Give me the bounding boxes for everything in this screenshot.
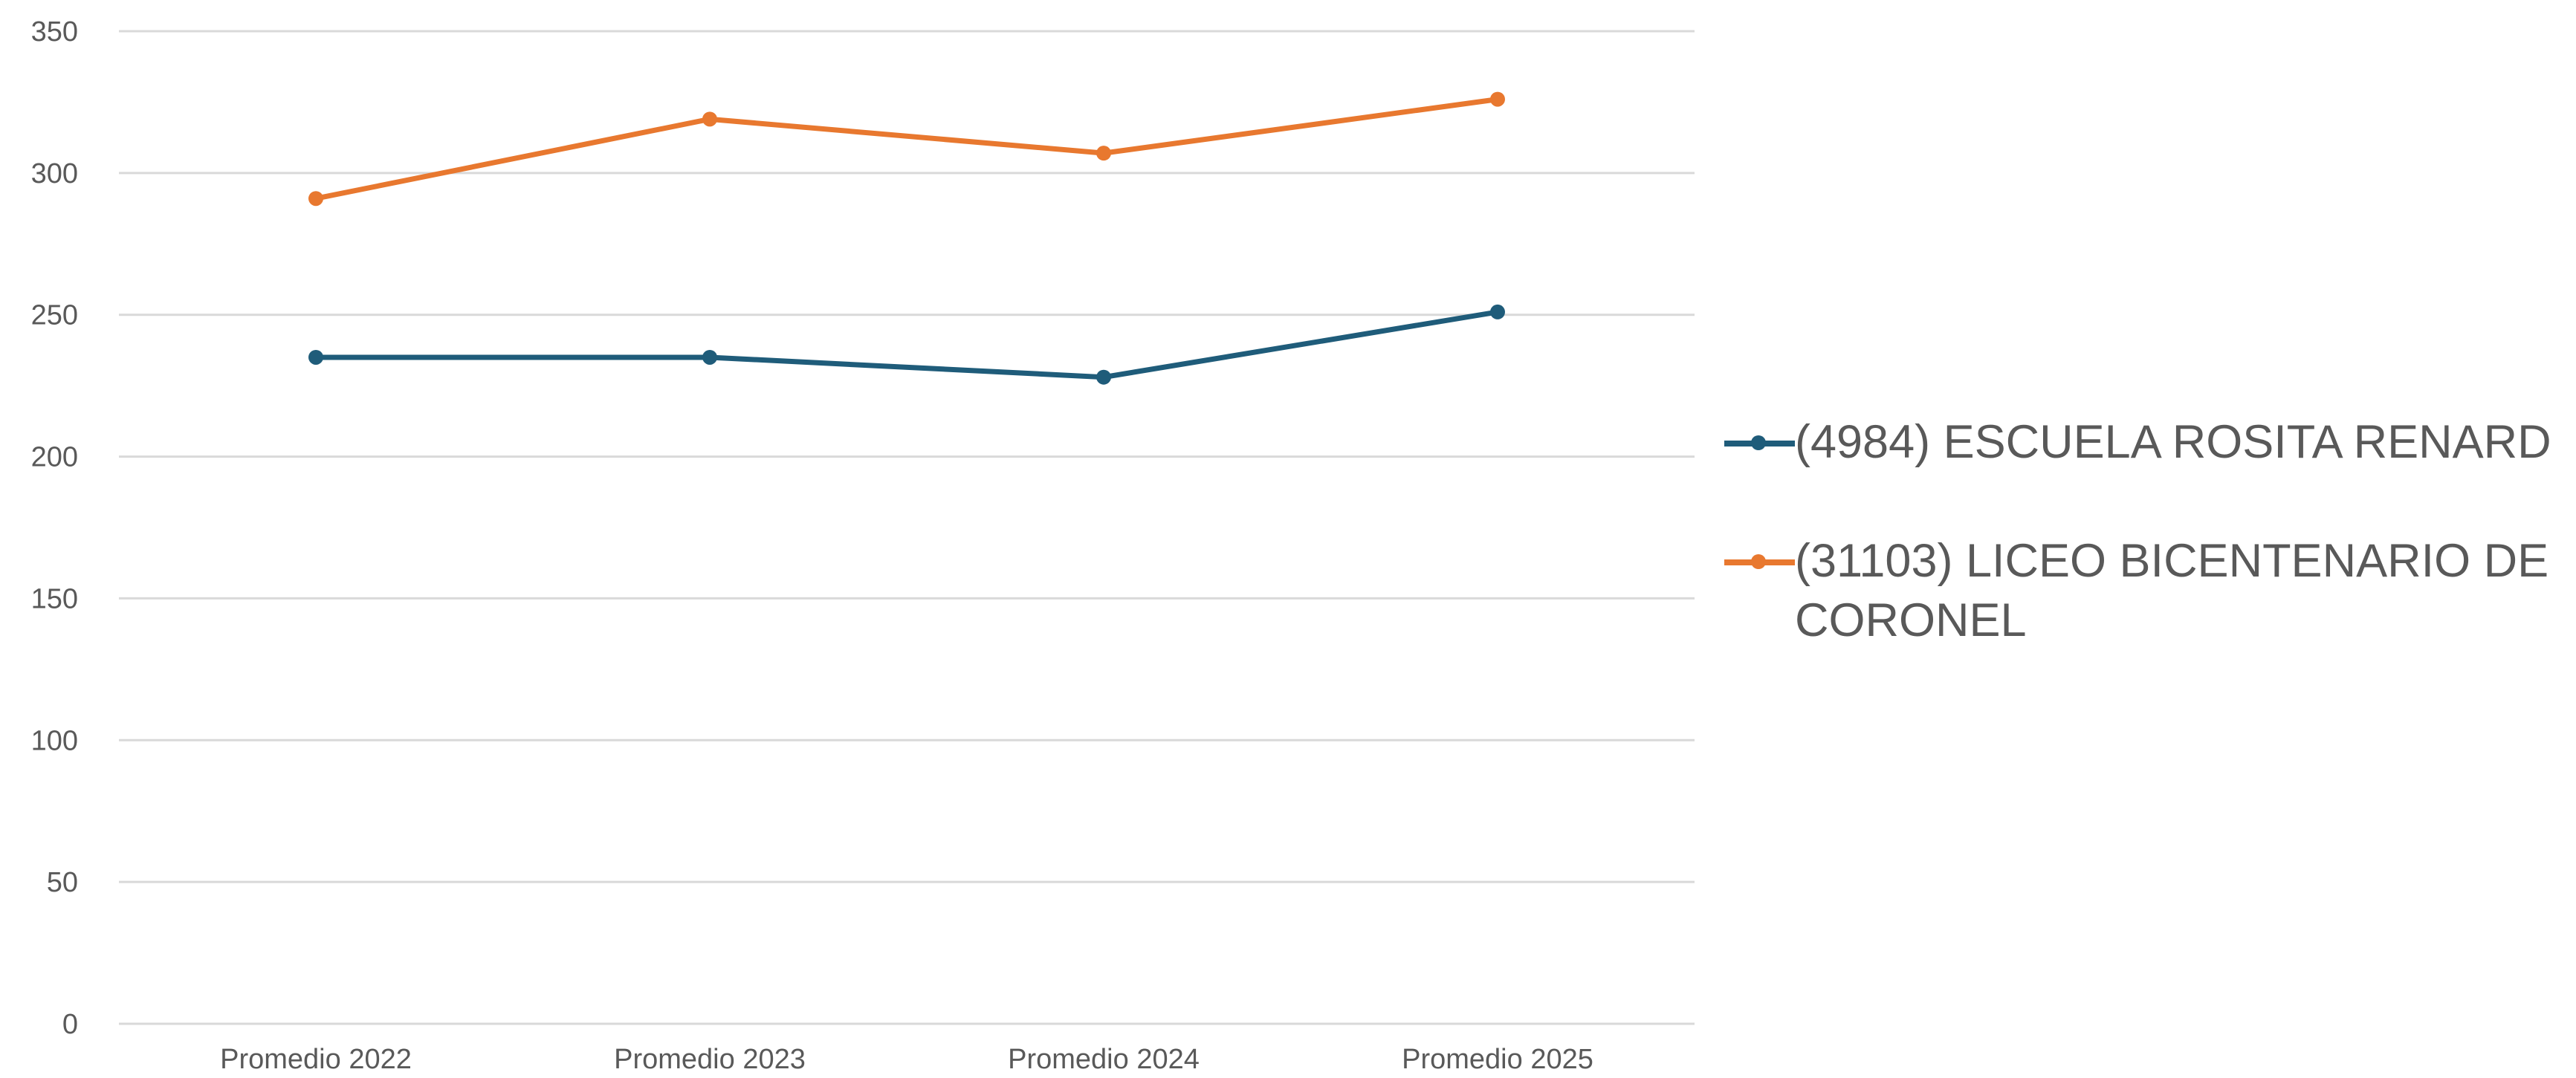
x-tick-label: Promedio 2023 — [614, 1044, 806, 1075]
legend: (4984) ESCUELA ROSITA RENARD (31103) LIC… — [1724, 412, 2572, 710]
data-point — [1490, 304, 1505, 319]
y-axis-ticks: 0 50 100 150 200 250 300 350 — [31, 16, 78, 1040]
y-tick-label: 100 — [31, 725, 78, 756]
data-point — [1096, 146, 1111, 161]
data-point — [308, 349, 323, 365]
series-lines — [308, 91, 1505, 385]
legend-marker-series-2 — [1724, 554, 1795, 569]
x-tick-label: Promedio 2024 — [1008, 1044, 1200, 1075]
data-point — [702, 349, 717, 365]
legend-marker-series-1 — [1724, 435, 1795, 450]
data-point — [308, 191, 323, 207]
data-point — [1490, 91, 1505, 107]
x-axis-ticks: Promedio 2022 Promedio 2023 Promedio 2024 P… — [220, 1044, 1593, 1075]
legend-item-series-2: (31103) LICEO BICENTENARIO DE CORONEL — [1724, 531, 2572, 650]
data-point — [702, 111, 717, 127]
series-line — [313, 97, 1501, 201]
y-tick-label: 350 — [31, 16, 78, 48]
y-tick-label: 50 — [47, 867, 78, 898]
y-tick-label: 300 — [31, 158, 78, 189]
x-tick-label: Promedio 2025 — [1402, 1044, 1593, 1075]
data-point — [1096, 369, 1111, 385]
y-tick-label: 0 — [62, 1009, 78, 1040]
legend-label-series-2: (31103) LICEO BICENTENARIO DE CORONEL — [1795, 535, 2549, 646]
legend-item-series-1: (4984) ESCUELA ROSITA RENARD — [1724, 412, 2572, 472]
x-tick-label: Promedio 2022 — [220, 1044, 412, 1075]
series-1 — [308, 304, 1505, 385]
y-tick-label: 150 — [31, 583, 78, 614]
legend-label-series-1: (4984) ESCUELA ROSITA RENARD — [1795, 416, 2551, 468]
y-tick-label: 250 — [31, 300, 78, 331]
gridlines — [119, 30, 1695, 1025]
y-tick-label: 200 — [31, 442, 78, 473]
series-line — [313, 309, 1501, 380]
series-2 — [308, 91, 1505, 207]
